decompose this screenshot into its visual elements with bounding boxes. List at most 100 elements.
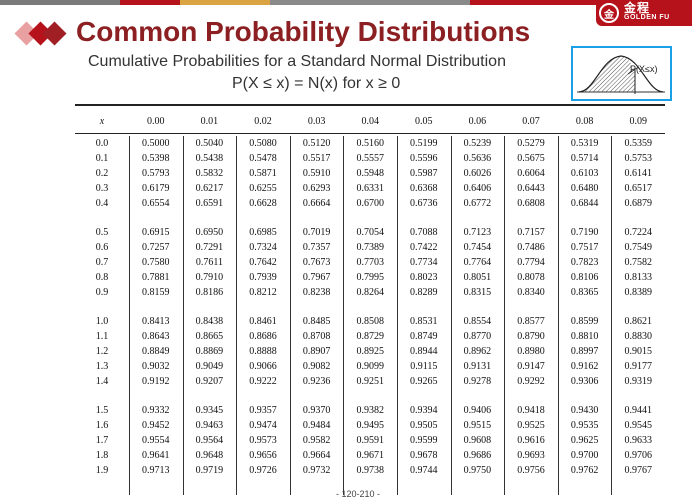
table-cell: 0.8289: [410, 287, 438, 298]
logo-line1: 金程: [624, 1, 651, 15]
table-cell: 0.5478: [249, 153, 277, 164]
table-cell: 0.9147: [517, 361, 545, 372]
table-cell: 0.9441: [624, 405, 652, 416]
column-divider: [236, 136, 238, 495]
table-cell: 0.9641: [142, 450, 170, 461]
row-x-value: 0.8: [95, 272, 109, 283]
table-cell: 0.5714: [570, 153, 599, 164]
table-cell: 0.9032: [142, 361, 170, 372]
row-x-value: 1.9: [95, 465, 109, 476]
table-cell: 0.6915: [142, 227, 170, 238]
table-cell: 0.7389: [356, 242, 384, 253]
table-cell: 0.5793: [142, 168, 170, 179]
table-cell: 0.7357: [302, 242, 331, 253]
table-cell: 0.9700: [570, 450, 599, 461]
column-header: 0.04: [361, 116, 379, 127]
table-cell: 0.7054: [356, 227, 384, 238]
table-cell: 0.5359: [624, 138, 652, 149]
table-cell: 0.5910: [302, 168, 331, 179]
table-cell: 0.9599: [410, 435, 438, 446]
bell-curve-label: P(X≤x): [630, 64, 657, 74]
table-cell: 0.9762: [570, 465, 599, 476]
table-cell: 0.5239: [463, 138, 492, 149]
table-cell: 0.9573: [249, 435, 277, 446]
table-cell: 0.6064: [517, 168, 545, 179]
table-cell: 0.7257: [142, 242, 170, 253]
table-cell: 0.8133: [624, 272, 652, 283]
table-cell: 0.7190: [570, 227, 599, 238]
table-cell: 0.9625: [570, 435, 599, 446]
table-cell: 0.8599: [570, 316, 599, 327]
row-x-value: 1.3: [95, 361, 109, 372]
table-cell: 0.9177: [624, 361, 652, 372]
table-cell: 0.7881: [142, 272, 170, 283]
column-divider: [504, 136, 506, 495]
table-cell: 0.7291: [195, 242, 224, 253]
table-cell: 0.8888: [249, 346, 277, 357]
table-cell: 0.8577: [517, 316, 545, 327]
table-cell: 0.8389: [624, 287, 652, 298]
table-cell: 0.9564: [195, 435, 224, 446]
table-cell: 0.7157: [517, 227, 545, 238]
column-header: 0.06: [468, 116, 487, 127]
table-cell: 0.7734: [410, 257, 438, 268]
table-cell: 0.7794: [517, 257, 545, 268]
table-cell: 0.5871: [249, 168, 277, 179]
table-cell: 0.6141: [624, 168, 652, 179]
table-cell: 0.8340: [517, 287, 545, 298]
column-header: 0.01: [200, 116, 219, 127]
topbar-segment: [0, 0, 120, 5]
company-logo: 金 金程 GOLDEN FU: [596, 0, 692, 26]
table-cell: 0.9750: [463, 465, 492, 476]
row-x-value: 0.1: [95, 153, 109, 164]
table-cell: 0.8159: [142, 287, 170, 298]
table-cell: 0.9306: [570, 376, 599, 387]
column-header: 0.02: [254, 116, 272, 127]
table-cell: 0.8770: [463, 331, 492, 342]
table-cell: 0.5199: [410, 138, 438, 149]
table-cell: 0.8997: [570, 346, 599, 357]
table-cell: 0.9495: [356, 420, 384, 431]
table-cell: 0.5279: [517, 138, 545, 149]
table-cell: 0.9345: [195, 405, 224, 416]
table-cell: 0.5675: [517, 153, 545, 164]
logo-line2: GOLDEN FU: [624, 14, 670, 21]
table-cell: 0.8365: [570, 287, 599, 298]
table-cell: 0.8708: [302, 331, 331, 342]
table-cell: 0.9608: [463, 435, 492, 446]
table-cell: 0.9732: [302, 465, 331, 476]
table-cell: 0.6255: [249, 183, 277, 194]
column-header: 0.09: [629, 116, 647, 127]
table-cell: 0.9545: [624, 420, 652, 431]
column-header: 0.08: [575, 116, 594, 127]
table-cell: 0.9505: [410, 420, 438, 431]
table-cell: 0.8264: [356, 287, 384, 298]
table-cell: 0.7454: [463, 242, 492, 253]
table-cell: 0.8485: [302, 316, 331, 327]
table-cell: 0.8461: [249, 316, 277, 327]
table-cell: 0.8078: [517, 272, 545, 283]
table-cell: 0.6591: [195, 198, 224, 209]
table-cell: 0.9394: [410, 405, 438, 416]
table-cell: 0.5120: [302, 138, 331, 149]
table-cell: 0.8531: [410, 316, 438, 327]
table-cell: 0.9633: [624, 435, 652, 446]
table-cell: 0.9452: [142, 420, 170, 431]
table-cell: 0.9382: [356, 405, 384, 416]
table-cell: 0.8665: [195, 331, 224, 342]
table-cell: 0.9713: [142, 465, 170, 476]
table-cell: 0.6736: [410, 198, 438, 209]
topbar-segment: [180, 0, 270, 5]
table-cell: 0.5517: [302, 153, 331, 164]
table-cell: 0.5557: [356, 153, 384, 164]
column-divider: [289, 136, 291, 495]
table-cell: 0.6700: [356, 198, 384, 209]
table-cell: 0.9099: [356, 361, 384, 372]
table-cell: 0.9463: [195, 420, 224, 431]
table-cell: 0.9370: [302, 405, 331, 416]
table-cell: 0.8186: [195, 287, 224, 298]
table-cell: 0.5987: [410, 168, 438, 179]
table-cell: 0.7019: [302, 227, 331, 238]
column-divider: [182, 136, 184, 495]
table-cell: 0.8686: [249, 331, 277, 342]
